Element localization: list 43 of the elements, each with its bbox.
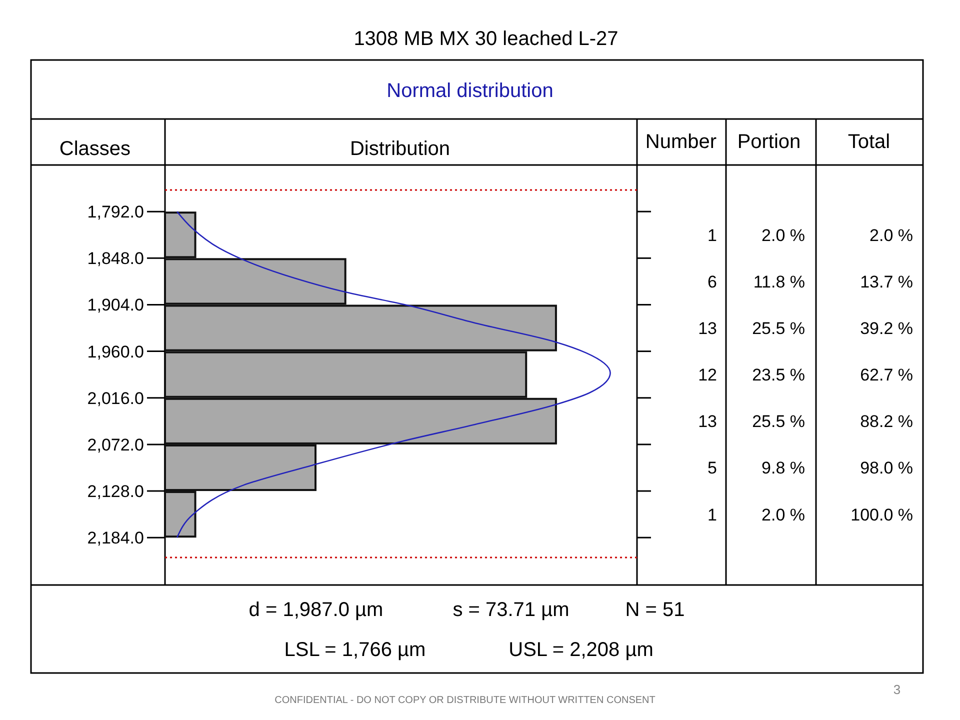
y-tick-label: 2,072.0 [87,435,144,454]
text: 25.5 % [752,319,805,338]
x-axis-title: Distribution [350,138,450,160]
text: 9.8 % [762,458,805,478]
y-tick-label: 1,904.0 [87,296,144,315]
text: LSL = 1,766 µm [284,639,426,661]
text: 98.0 % [860,458,913,478]
y-axis-title: Classes [59,138,131,160]
text: Number [645,131,717,153]
text: 88.2 % [860,412,913,432]
text: 2.0 % [762,226,805,245]
chart-subtitle: Normal distribution [386,80,554,102]
text: 2.0 % [870,226,913,245]
text: 1 [708,505,717,524]
y-tick-label: 1,792.0 [87,202,144,222]
text: N = 51 [625,599,685,621]
text: 1 [708,226,717,245]
text: Portion [737,131,801,153]
text: 25.5 % [752,412,805,432]
text: Total [848,131,890,153]
text: 100.0 % [850,505,913,524]
text: 6 [708,272,717,292]
text: CONFIDENTIAL - DO NOT COPY OR DISTRIBUTE WITHOUT WRITTEN CONSENT [274,695,656,706]
text: USL = 2,208 µm [508,639,654,661]
y-tick-label: 1,960.0 [87,342,144,362]
y-tick-label: 2,128.0 [87,482,144,502]
text: 11.8 % [753,272,805,292]
chart-title: 1308 MB MX 30 leached L-27 [354,28,618,50]
text: 5 [708,458,717,478]
text: 3 [893,682,901,697]
text: 2.0 % [762,505,805,524]
text: 62.7 % [860,366,913,385]
y-tick-label: 2,016.0 [87,388,144,408]
text: s = 73.71 µm [452,599,570,621]
text: d = 1,987.0 µm [248,599,384,621]
y-tick-label: 2,184.0 [87,528,144,548]
text: 39.2 % [860,319,913,338]
text: 13 [698,412,717,432]
text: 23.5 % [752,366,805,385]
text: 13 [698,319,717,338]
y-tick-label: 1,848.0 [87,249,144,268]
text: 12 [698,366,717,385]
text: 13.7 % [860,272,913,292]
